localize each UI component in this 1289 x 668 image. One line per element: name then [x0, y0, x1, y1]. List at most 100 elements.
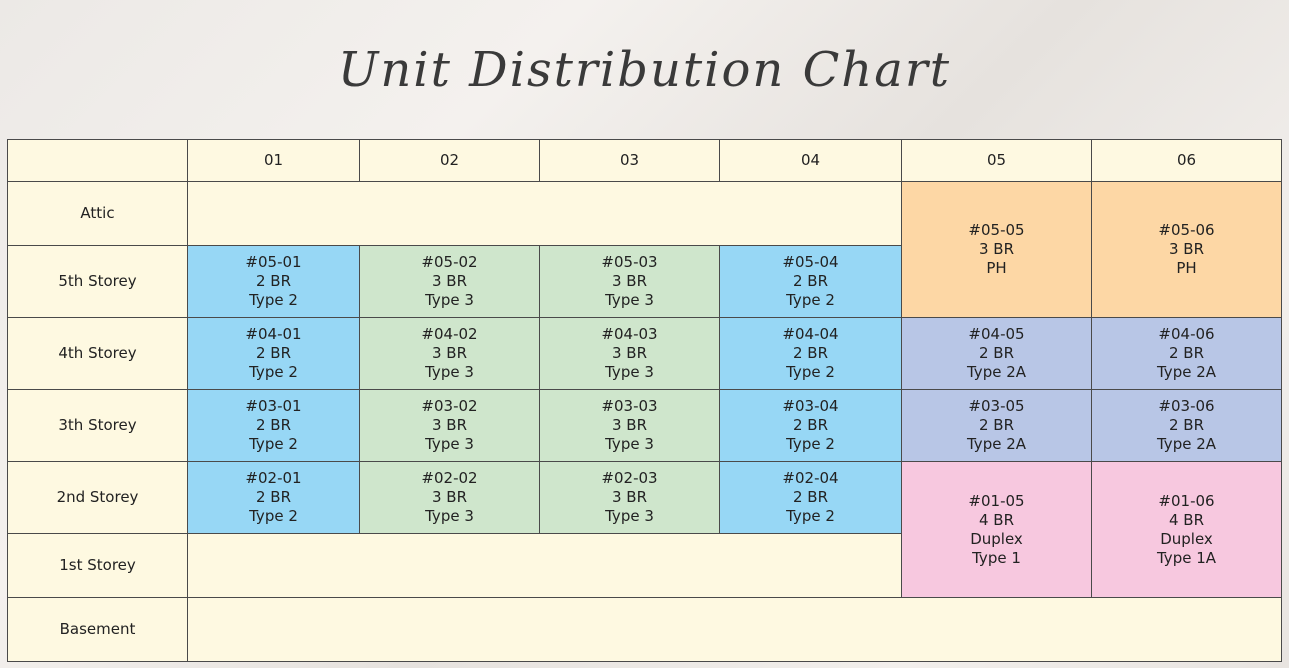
attic-empty-cell	[187, 181, 902, 246]
unit-number: #04-06	[1158, 325, 1215, 343]
column-header-01: 01	[187, 139, 360, 182]
unit-cell: #05-06 3 BR PH	[1091, 181, 1282, 318]
first-storey-empty-cell	[187, 533, 902, 598]
unit-type: Type 2	[249, 507, 298, 525]
column-header-02: 02	[359, 139, 540, 182]
unit-number: #05-04	[782, 253, 839, 271]
row-label-attic: Attic	[7, 181, 188, 246]
unit-type: Type 2	[249, 435, 298, 453]
unit-number: #03-05	[968, 397, 1025, 415]
row-label-5th-storey: 5th Storey	[7, 245, 188, 318]
unit-cell: #03-02 3 BR Type 3	[359, 389, 540, 462]
unit-bedrooms: 2 BR	[1168, 416, 1205, 434]
unit-number: #03-01	[245, 397, 302, 415]
unit-type: Type 2	[249, 291, 298, 309]
unit-cell: #03-01 2 BR Type 2	[187, 389, 360, 462]
row-label-basement: Basement	[7, 597, 188, 662]
column-header-05: 05	[901, 139, 1092, 182]
unit-type: Type 3	[425, 291, 474, 309]
unit-bedrooms: 3 BR	[431, 344, 468, 362]
unit-bedrooms: 3 BR	[1168, 240, 1205, 258]
unit-cell: #01-06 4 BR Duplex Type 1A	[1091, 461, 1282, 598]
unit-number: #02-01	[245, 469, 302, 487]
unit-number: #05-03	[601, 253, 658, 271]
unit-cell: #04-04 2 BR Type 2	[719, 317, 902, 390]
unit-bedrooms: 2 BR	[1168, 344, 1205, 362]
unit-bedrooms: 3 BR	[611, 272, 648, 290]
unit-cell: #05-02 3 BR Type 3	[359, 245, 540, 318]
unit-bedrooms: 3 BR	[431, 272, 468, 290]
unit-number: #02-03	[601, 469, 658, 487]
unit-cell: #04-03 3 BR Type 3	[539, 317, 720, 390]
unit-type: Type 1	[972, 548, 1021, 567]
column-header-03: 03	[539, 139, 720, 182]
unit-cell: #05-03 3 BR Type 3	[539, 245, 720, 318]
unit-layout: Duplex	[970, 529, 1023, 548]
unit-type: Type 3	[425, 435, 474, 453]
column-header-06: 06	[1091, 139, 1282, 182]
unit-type: Type 3	[425, 507, 474, 525]
unit-type: PH	[1176, 259, 1197, 277]
unit-bedrooms: 2 BR	[978, 344, 1015, 362]
unit-bedrooms: 4 BR	[978, 510, 1015, 529]
unit-type: Type 2	[786, 507, 835, 525]
unit-number: #03-06	[1158, 397, 1215, 415]
unit-number: #03-04	[782, 397, 839, 415]
unit-number: #02-02	[421, 469, 478, 487]
unit-number: #04-03	[601, 325, 658, 343]
unit-cell: #02-01 2 BR Type 2	[187, 461, 360, 534]
unit-type: Type 3	[605, 435, 654, 453]
row-label-1st-storey: 1st Storey	[7, 533, 188, 598]
unit-type: Type 2	[786, 363, 835, 381]
unit-type: Type 2A	[966, 363, 1027, 381]
unit-distribution-table: 01 02 03 04 05 06 Attic #05-05 3 BR PH #…	[7, 139, 1282, 662]
unit-cell: #01-05 4 BR Duplex Type 1	[901, 461, 1092, 598]
unit-type: Type 2	[249, 363, 298, 381]
unit-number: #05-02	[421, 253, 478, 271]
unit-bedrooms: 2 BR	[978, 416, 1015, 434]
unit-bedrooms: 2 BR	[792, 416, 829, 434]
unit-bedrooms: 2 BR	[255, 488, 292, 506]
unit-cell: #04-01 2 BR Type 2	[187, 317, 360, 390]
unit-bedrooms: 2 BR	[255, 344, 292, 362]
unit-bedrooms: 3 BR	[611, 416, 648, 434]
unit-type: Type 3	[605, 363, 654, 381]
unit-number: #03-03	[601, 397, 658, 415]
unit-cell: #03-03 3 BR Type 3	[539, 389, 720, 462]
unit-number: #02-04	[782, 469, 839, 487]
unit-bedrooms: 2 BR	[792, 488, 829, 506]
unit-layout: Duplex	[1160, 529, 1213, 548]
row-label-2nd-storey: 2nd Storey	[7, 461, 188, 534]
unit-bedrooms: 3 BR	[611, 488, 648, 506]
unit-cell: #03-06 2 BR Type 2A	[1091, 389, 1282, 462]
row-label-4th-storey: 4th Storey	[7, 317, 188, 390]
unit-number: #01-05	[968, 491, 1025, 510]
row-label-3th-storey: 3th Storey	[7, 389, 188, 462]
unit-cell: #04-02 3 BR Type 3	[359, 317, 540, 390]
unit-bedrooms: 3 BR	[431, 416, 468, 434]
unit-bedrooms: 2 BR	[792, 344, 829, 362]
basement-empty-cell	[187, 597, 1282, 662]
unit-number: #05-01	[245, 253, 302, 271]
unit-number: #01-06	[1158, 491, 1215, 510]
unit-type: Type 2A	[1156, 435, 1217, 453]
unit-cell: #05-05 3 BR PH	[901, 181, 1092, 318]
unit-number: #04-02	[421, 325, 478, 343]
unit-number: #04-01	[245, 325, 302, 343]
unit-bedrooms: 2 BR	[255, 416, 292, 434]
corner-cell	[7, 139, 188, 182]
unit-type: Type 2	[786, 435, 835, 453]
unit-number: #04-04	[782, 325, 839, 343]
unit-cell: #04-06 2 BR Type 2A	[1091, 317, 1282, 390]
unit-number: #04-05	[968, 325, 1025, 343]
unit-type: Type 2A	[966, 435, 1027, 453]
unit-cell: #02-03 3 BR Type 3	[539, 461, 720, 534]
unit-number: #03-02	[421, 397, 478, 415]
unit-cell: #04-05 2 BR Type 2A	[901, 317, 1092, 390]
unit-cell: #05-01 2 BR Type 2	[187, 245, 360, 318]
unit-type: Type 3	[425, 363, 474, 381]
page-title: Unit Distribution Chart	[337, 42, 952, 98]
unit-number: #05-05	[968, 221, 1025, 239]
unit-cell: #05-04 2 BR Type 2	[719, 245, 902, 318]
unit-bedrooms: 3 BR	[431, 488, 468, 506]
